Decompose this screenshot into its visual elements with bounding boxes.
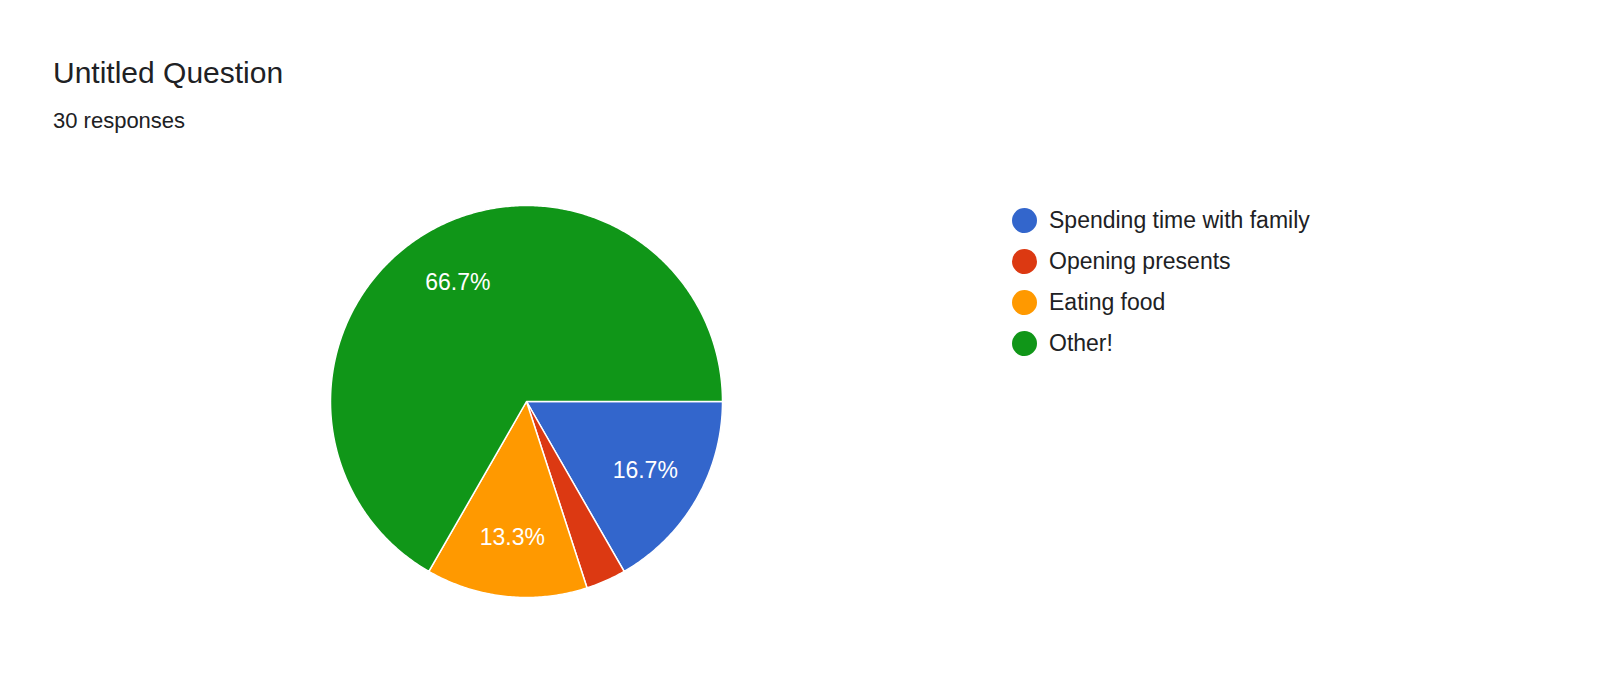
- html-text:30 responses: 30 responses: [53, 108, 186, 133]
- svg-text:66.7%: 66.7%: [425, 269, 490, 295]
- html-text:Eating food: Eating food: [1049, 289, 1166, 315]
- html-text:Spending time with family: Spending time with family: [1049, 207, 1310, 233]
- html-text:Opening presents: Opening presents: [1049, 248, 1231, 274]
- svg-text:13.3%: 13.3%: [480, 524, 545, 550]
- svg-text:16.7%: 16.7%: [613, 457, 678, 483]
- html-text:Other!: Other!: [1049, 330, 1113, 356]
- html-text:Untitled Question: Untitled Question: [53, 56, 284, 89]
